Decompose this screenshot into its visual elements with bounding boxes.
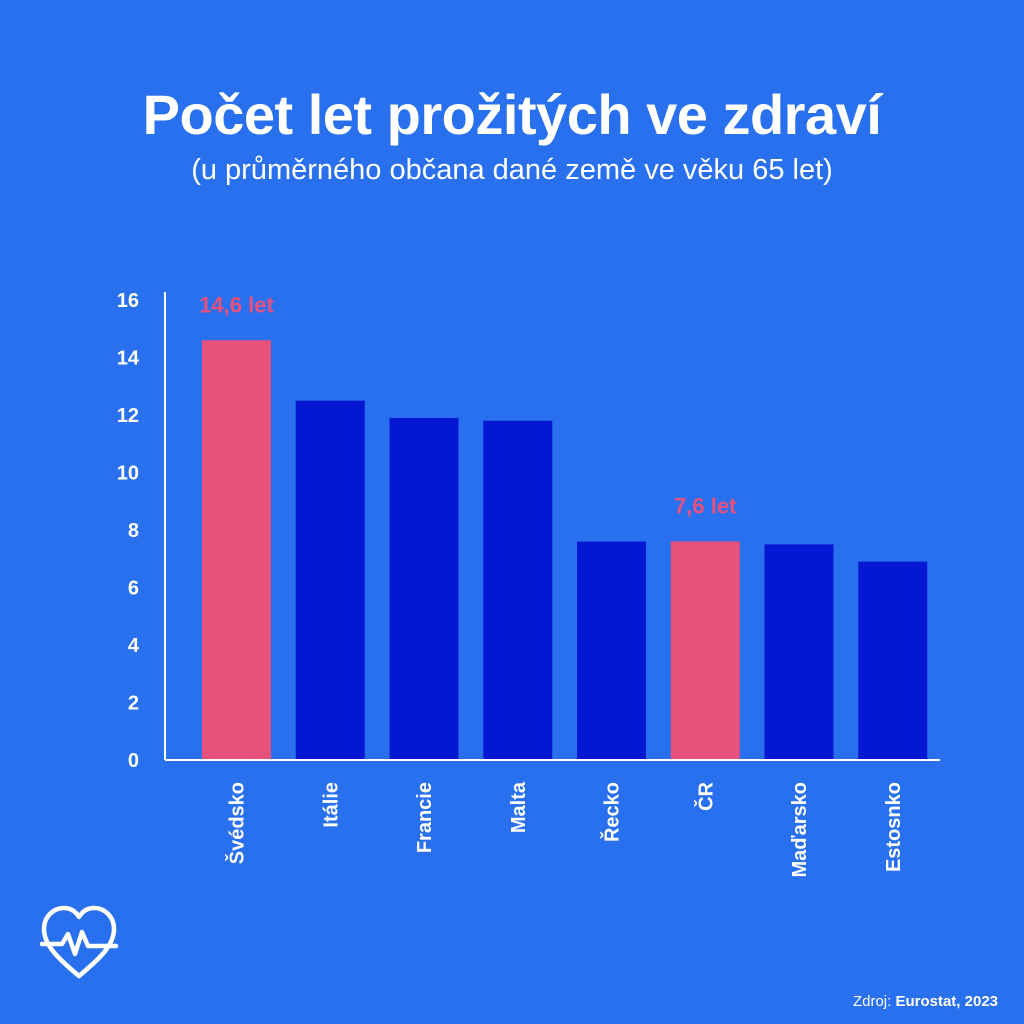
data-label: 14,6 let (199, 292, 274, 317)
category-label: Estosnko (883, 782, 905, 872)
data-labels: 14,6 let 7,6 let (199, 292, 737, 518)
data-label: 7,6 let (674, 494, 737, 519)
y-tick-label: 8 (128, 520, 139, 542)
bar-2 (295, 400, 365, 760)
bar-5 (577, 541, 646, 760)
bar-8 (858, 561, 928, 760)
source-value: Eurostat, 2023 (895, 993, 998, 1010)
y-tick-label: 10 (117, 463, 139, 485)
category-labels: Švédsko Itálie Francie Malta Řecko ČR Maďarsko… (225, 781, 905, 877)
category-label: Maďarsko (789, 782, 811, 878)
category-label: Malta (508, 781, 530, 833)
y-tick-label: 0 (128, 750, 139, 772)
chart-subtitle: (u průměrného občana dané země ve věku 6… (191, 154, 833, 186)
y-tick-label: 12 (117, 405, 139, 427)
y-tick-label: 6 (128, 578, 139, 600)
category-label: Švédsko (225, 782, 249, 864)
category-label: Francie (414, 782, 436, 853)
category-label: Řecko (600, 782, 624, 842)
bar-4 (483, 420, 553, 760)
bars (202, 340, 928, 760)
category-label: ČR (693, 781, 717, 810)
y-tick-label: 14 (117, 348, 140, 370)
bar-6 (670, 541, 740, 760)
bar-3 (389, 417, 459, 760)
y-tick-label: 16 (117, 290, 139, 312)
chart-title: Počet let prožitých ve zdraví (142, 83, 882, 146)
y-tick-label: 2 (128, 693, 139, 715)
y-axis-ticks: 0 2 4 6 8 10 12 14 16 (117, 290, 140, 772)
source-note: Zdroj: Eurostat, 2023 (853, 993, 998, 1010)
bar-1 (202, 340, 271, 760)
category-label: Itálie (320, 782, 342, 828)
y-tick-label: 4 (128, 635, 140, 657)
source-label: Zdroj: (852, 993, 892, 1010)
heart-pulse-icon (39, 905, 119, 979)
bar-7 (764, 544, 834, 760)
